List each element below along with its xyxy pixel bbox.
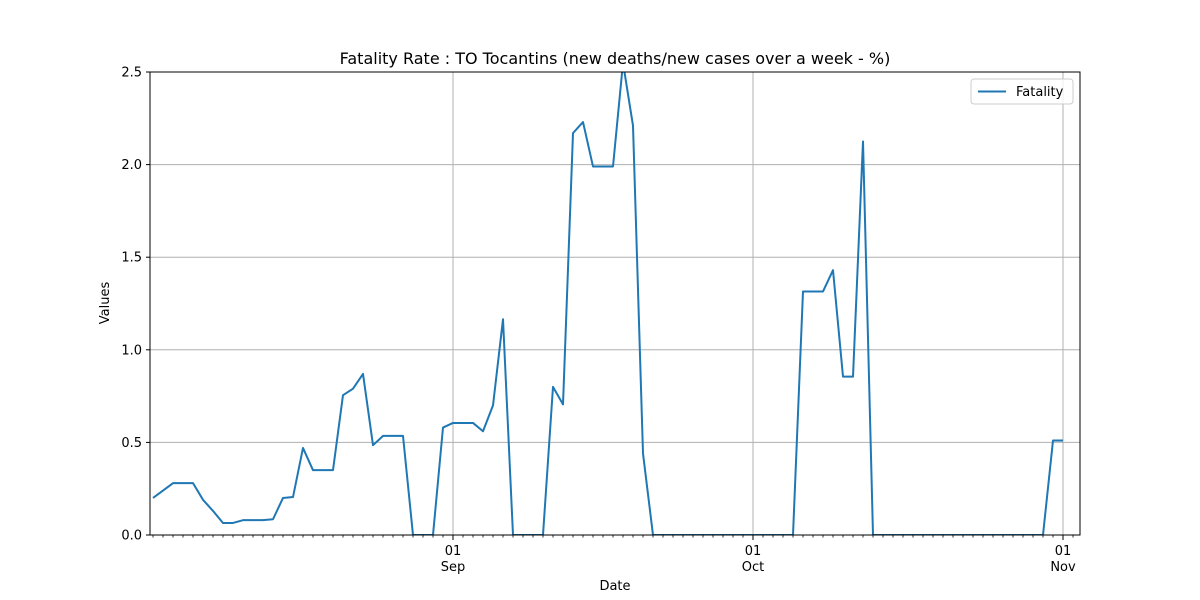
x-tick-label-month: Oct xyxy=(742,560,764,575)
series-line-fatality xyxy=(152,72,1063,535)
chart-title: Fatality Rate : TO Tocantins (new deaths… xyxy=(340,49,891,68)
legend-label-fatality: Fatality xyxy=(1016,85,1064,100)
series-layer xyxy=(152,72,1063,535)
y-axis-label: Values xyxy=(98,282,113,325)
plot-area-frame xyxy=(149,71,1081,536)
y-tick-label: 1.5 xyxy=(121,251,142,266)
legend: Fatality xyxy=(970,78,1074,105)
x-tick-label-day: 01 xyxy=(1055,544,1072,559)
legend-box xyxy=(970,78,1074,105)
y-tick-label: 0.0 xyxy=(121,529,142,544)
y-tick-label: 2.0 xyxy=(121,158,142,173)
y-tick-label: 0.5 xyxy=(121,436,142,451)
x-tick-label-month: Sep xyxy=(441,560,466,575)
y-tick-label: 1.0 xyxy=(121,343,142,358)
x-axis-label: Date xyxy=(599,579,630,594)
x-tick-label-month: Nov xyxy=(1050,560,1076,575)
y-axis-ticks: 0.0 0.5 1.0 1.5 2.0 2.5 xyxy=(121,66,150,544)
x-tick-label-day: 01 xyxy=(445,544,462,559)
y-tick-label: 2.5 xyxy=(121,66,142,81)
x-tick-label-day: 01 xyxy=(745,544,762,559)
